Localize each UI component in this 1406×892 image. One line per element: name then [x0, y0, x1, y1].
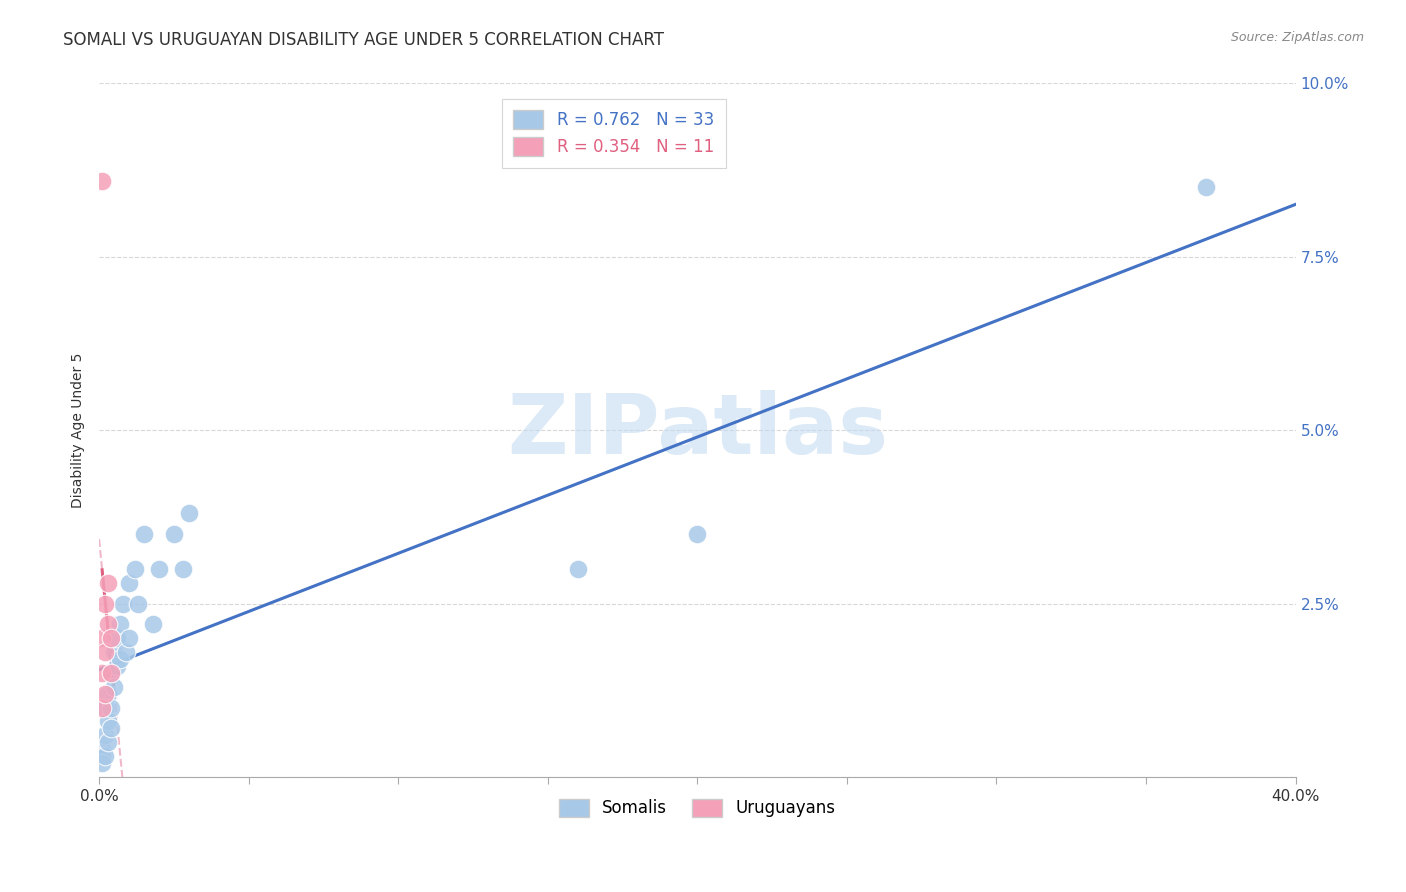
Point	[108, 652, 131, 666]
Point	[97, 735, 120, 749]
Point	[103, 680, 125, 694]
Point	[108, 617, 131, 632]
Point	[91, 665, 114, 680]
Point	[148, 562, 170, 576]
Point	[103, 645, 125, 659]
Point	[105, 631, 128, 645]
Point	[124, 562, 146, 576]
Point	[91, 700, 114, 714]
Point	[115, 645, 138, 659]
Point	[118, 575, 141, 590]
Point	[94, 700, 117, 714]
Point	[567, 562, 589, 576]
Point	[163, 527, 186, 541]
Point	[94, 645, 117, 659]
Point	[100, 665, 122, 680]
Point	[97, 617, 120, 632]
Point	[97, 714, 120, 729]
Point	[94, 687, 117, 701]
Point	[1195, 180, 1218, 194]
Point	[177, 507, 200, 521]
Point	[91, 756, 114, 770]
Point	[172, 562, 194, 576]
Point	[91, 749, 114, 764]
Point	[94, 597, 117, 611]
Point	[132, 527, 155, 541]
Text: Source: ZipAtlas.com: Source: ZipAtlas.com	[1230, 31, 1364, 45]
Y-axis label: Disability Age Under 5: Disability Age Under 5	[72, 352, 86, 508]
Point	[686, 527, 709, 541]
Point	[97, 687, 120, 701]
Point	[94, 728, 117, 742]
Point	[127, 597, 149, 611]
Point	[94, 749, 117, 764]
Point	[91, 173, 114, 187]
Legend: Somalis, Uruguayans: Somalis, Uruguayans	[553, 792, 842, 824]
Point	[118, 631, 141, 645]
Point	[97, 575, 120, 590]
Point	[105, 659, 128, 673]
Point	[100, 700, 122, 714]
Point	[112, 597, 135, 611]
Point	[100, 722, 122, 736]
Point	[142, 617, 165, 632]
Point	[100, 631, 122, 645]
Point	[91, 631, 114, 645]
Point	[100, 665, 122, 680]
Text: SOMALI VS URUGUAYAN DISABILITY AGE UNDER 5 CORRELATION CHART: SOMALI VS URUGUAYAN DISABILITY AGE UNDER…	[63, 31, 664, 49]
Text: ZIPatlas: ZIPatlas	[506, 390, 887, 471]
Point	[91, 742, 114, 756]
